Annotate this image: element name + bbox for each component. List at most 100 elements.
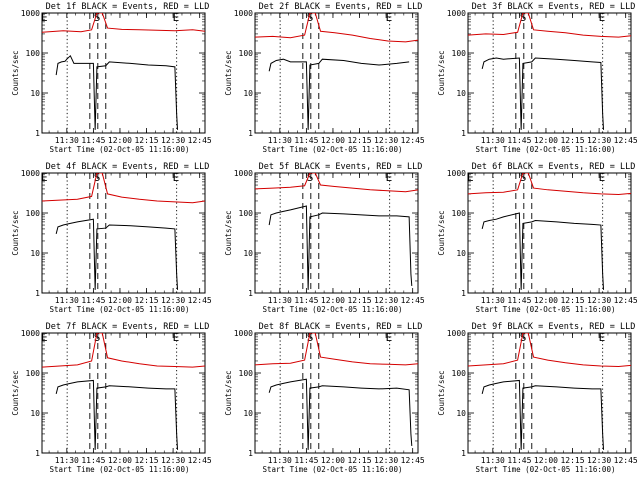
detector-panel: Det 9f BLACK = Events, RED = LLD 1 10 100 10… (426, 320, 639, 480)
x-tick-label: 11:30 (481, 296, 505, 305)
detector-panel: Det 6f BLACK = Events, RED = LLD 1 10 100 10… (426, 160, 639, 320)
time-marker-label: E (599, 171, 606, 184)
chart-svg: Det 7f BLACK = Events, RED = LLD 1 10 100 10… (11, 322, 212, 474)
x-tick-label: 12:30 (587, 136, 611, 145)
chart-svg: Det 1f BLACK = Events, RED = LLD 1 10 100 10… (11, 2, 212, 154)
x-tick-label: 11:45 (294, 136, 318, 145)
plot-frame (467, 172, 632, 294)
y-axis-label: Counts/sec (437, 370, 446, 415)
y-tick-label: 100 (26, 369, 41, 378)
x-tick-label: 12:00 (108, 136, 132, 145)
y-tick-label: 100 (452, 369, 467, 378)
time-marker-label: S (520, 11, 527, 24)
y-tick-label: 10 (243, 89, 253, 98)
y-tick-label: 10 (30, 409, 40, 418)
series-line (468, 333, 631, 368)
edge-label: E (41, 171, 48, 184)
chart-title: Det 4f BLACK = Events, RED = LLD (46, 162, 210, 172)
x-tick-label: 11:45 (81, 456, 105, 465)
chart-svg: Det 8f BLACK = Events, RED = LLD 1 10 100 10… (224, 322, 425, 474)
y-tick-label: 1000 (234, 9, 253, 18)
x-tick-label: 12:30 (374, 456, 398, 465)
x-tick-label: 12:45 (188, 136, 212, 145)
series-line (42, 173, 205, 204)
y-tick-label: 1000 (447, 329, 466, 338)
y-tick-label: 10 (30, 89, 40, 98)
series-line (481, 379, 605, 450)
x-tick-label: 12:15 (134, 296, 158, 305)
x-tick-label: 11:45 (507, 456, 531, 465)
plot-frame (41, 172, 206, 294)
x-tick-label: 12:15 (347, 136, 371, 145)
plot-frame (254, 332, 419, 454)
x-tick-label: 12:30 (161, 136, 185, 145)
x-tick-label: 12:00 (321, 136, 345, 145)
x-tick-label: 11:30 (268, 136, 292, 145)
x-tick-label: 12:30 (374, 296, 398, 305)
y-axis-label: Counts/sec (437, 50, 446, 95)
x-axis-label: Start Time (02-Oct-05 11:16:00) (50, 465, 190, 474)
x-axis-label: Start Time (02-Oct-05 11:16:00) (50, 145, 190, 154)
x-tick-label: 12:45 (401, 456, 425, 465)
series-line (468, 173, 631, 196)
series-line (55, 54, 179, 130)
detector-panel: Det 2f BLACK = Events, RED = LLD 1 10 100 10… (213, 0, 426, 160)
y-tick-label: 10 (456, 89, 466, 98)
time-marker-label: E (173, 11, 180, 24)
time-marker-label: S (94, 331, 101, 344)
chart-title: Det 5f BLACK = Events, RED = LLD (259, 162, 423, 172)
time-marker-label: E (386, 171, 393, 184)
chart-title: Det 6f BLACK = Events, RED = LLD (472, 162, 636, 172)
y-tick-label: 1000 (447, 169, 466, 178)
series-line (55, 379, 179, 450)
detector-panel: Det 3f BLACK = Events, RED = LLD 1 10 100 10… (426, 0, 639, 160)
plot-frame (254, 12, 419, 134)
x-tick-label: 12:45 (401, 296, 425, 305)
y-tick-label: 10 (456, 409, 466, 418)
x-tick-label: 12:15 (134, 136, 158, 145)
x-tick-label: 11:45 (294, 456, 318, 465)
time-marker-label: E (173, 171, 180, 184)
x-tick-label: 12:30 (587, 456, 611, 465)
x-tick-label: 12:15 (560, 296, 584, 305)
series-line (55, 218, 179, 290)
y-tick-label: 100 (26, 209, 41, 218)
x-tick-label: 12:00 (321, 456, 345, 465)
chart-title: Det 2f BLACK = Events, RED = LLD (259, 2, 423, 12)
detector-panel: Det 7f BLACK = Events, RED = LLD 1 10 100 10… (0, 320, 213, 480)
x-tick-label: 12:30 (161, 296, 185, 305)
x-tick-label: 12:00 (108, 296, 132, 305)
x-axis-label: Start Time (02-Oct-05 11:16:00) (476, 145, 616, 154)
x-tick-label: 12:00 (534, 456, 558, 465)
time-marker-label: E (599, 11, 606, 24)
y-tick-label: 1 (35, 289, 40, 298)
plot-frame (41, 332, 206, 454)
y-tick-label: 1 (248, 449, 253, 458)
series-line (481, 57, 605, 130)
time-marker-label: S (307, 331, 314, 344)
series-line (481, 212, 605, 290)
series-line (42, 333, 205, 368)
x-tick-label: 12:15 (347, 296, 371, 305)
x-tick-label: 12:15 (347, 456, 371, 465)
x-tick-label: 11:45 (81, 136, 105, 145)
series-line (268, 205, 413, 290)
x-tick-label: 11:30 (268, 456, 292, 465)
x-axis-label: Start Time (02-Oct-05 11:16:00) (476, 465, 616, 474)
chart-title: Det 8f BLACK = Events, RED = LLD (259, 322, 423, 332)
y-axis-label: Counts/sec (11, 370, 20, 415)
y-tick-label: 10 (243, 249, 253, 258)
y-axis-label: Counts/sec (224, 210, 233, 255)
y-tick-label: 100 (239, 369, 254, 378)
y-tick-label: 1000 (21, 9, 40, 18)
x-tick-label: 11:45 (507, 296, 531, 305)
x-tick-label: 12:45 (614, 296, 638, 305)
x-tick-label: 12:00 (534, 136, 558, 145)
x-tick-label: 11:30 (55, 136, 79, 145)
time-marker-label: S (94, 171, 101, 184)
y-tick-label: 100 (452, 49, 467, 58)
y-axis-label: Counts/sec (437, 210, 446, 255)
y-tick-label: 1000 (21, 329, 40, 338)
time-marker-label: E (386, 331, 393, 344)
